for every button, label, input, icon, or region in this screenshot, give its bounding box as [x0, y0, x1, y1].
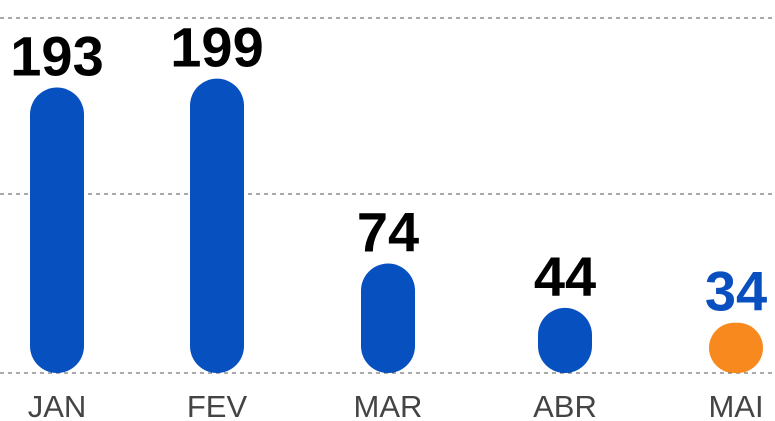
- bar: [30, 87, 84, 373]
- x-tick-label: MAI: [708, 389, 763, 421]
- value-label: 74: [357, 201, 419, 264]
- x-tick-label: ABR: [533, 389, 597, 421]
- value-label: 44: [534, 245, 596, 308]
- bar: [361, 263, 415, 373]
- bar: [709, 322, 763, 373]
- bar: [538, 307, 592, 373]
- x-tick-label: MAR: [354, 389, 423, 421]
- x-tick-label: FEV: [187, 389, 248, 421]
- x-tick-label: JAN: [28, 389, 87, 421]
- value-label: 34: [705, 260, 767, 323]
- value-label: 199: [170, 16, 263, 79]
- value-label: 193: [10, 25, 103, 88]
- bar: [190, 78, 244, 373]
